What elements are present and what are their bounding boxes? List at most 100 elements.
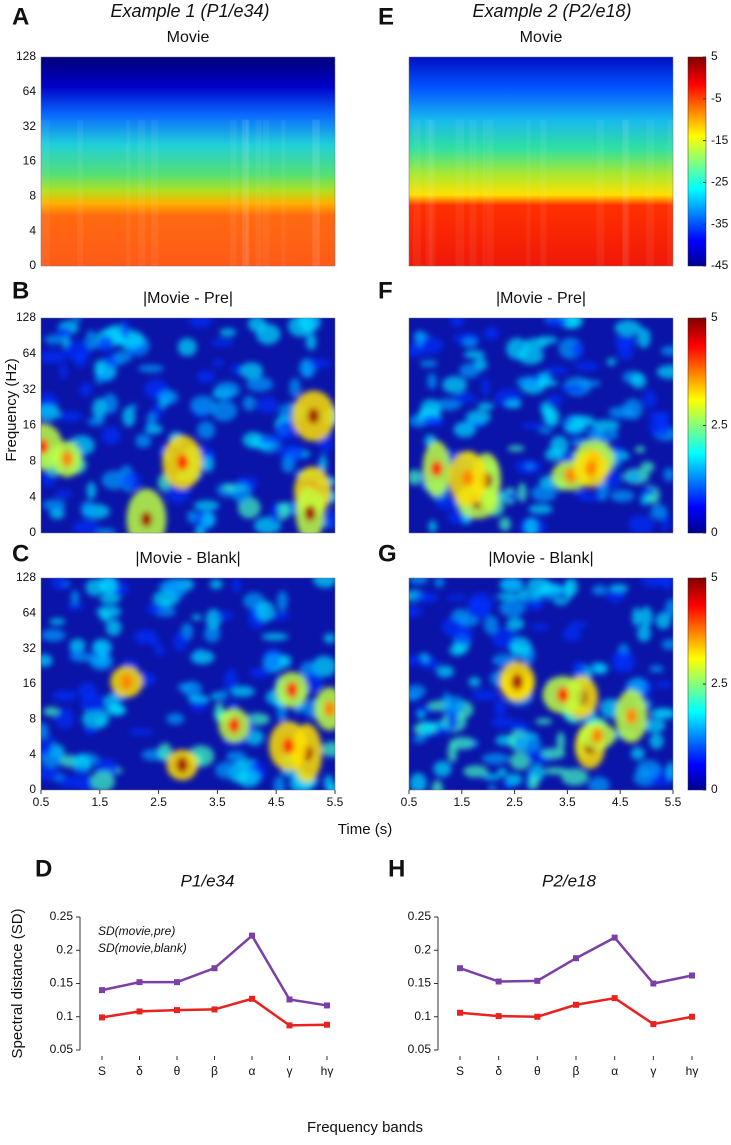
heatmap-blob [409,605,423,618]
heatmap-blob [649,733,664,750]
heatmap-blob [215,761,238,779]
heatmap-blob [531,624,550,631]
y-tick-label: 0.1 [414,1009,431,1023]
heatmap-blob [594,663,609,675]
heatmap-blob [496,592,521,601]
heatmap-blob [94,360,103,376]
heatmap-blob [509,752,531,770]
y-tick-label: 0.15 [50,976,74,990]
heatmap-blob [483,326,500,340]
heatmap [41,57,335,266]
heatmap-texture [246,119,250,266]
data-point [573,1001,579,1008]
heatmap-blob [434,578,445,588]
heatmap-blob [573,361,600,371]
heatmap-blob [413,331,429,341]
heatmap-blob [665,598,673,617]
heatmap-blob [471,689,499,701]
heatmap-blob [69,638,86,653]
heatmap-blob [169,578,187,599]
heatmap-blob [505,492,518,501]
data-point [457,1009,463,1016]
data-point [650,980,657,987]
y-tick-label: 16 [23,418,37,432]
heatmap-blob [41,350,67,364]
heatmap-blob [414,592,439,603]
data-point [174,979,180,986]
colorbar-tick-label: -35 [711,216,729,230]
heatmap-blob [41,472,56,487]
heatmap-blob [609,584,629,593]
heatmap-blob [453,421,476,438]
heatmap-blob [58,776,83,789]
x-tick-label: θ [174,1064,181,1078]
y-tick-label: 4 [29,223,36,237]
x-tick-label: β [211,1064,218,1078]
heatmap-blob [584,460,597,477]
heatmap-blob [547,394,563,406]
heatmap-blob [99,593,121,605]
heatmap-blob [126,488,167,533]
y-tick-label: 64 [23,346,37,360]
heatmap-blobs [409,578,673,790]
heatmap-blob [568,621,588,629]
heatmap-blob [318,455,328,474]
colorbar-tick-label: 0 [711,782,718,796]
heatmap-blob [513,735,542,753]
colorbar-tick-label: 5 [711,310,718,324]
data-point [495,1013,502,1020]
heatmap-blob [436,665,454,678]
heatmap-blob [422,415,442,426]
heatmap-texture [41,119,50,266]
column-title: Example 2 (P2/e18) [472,1,631,21]
heatmap-blobs [41,578,335,790]
legend-label: SD(movie,blank) [98,941,187,955]
heatmap-blob [55,707,75,729]
heatmap-texture [151,119,159,266]
heatmap-blob [640,494,650,506]
heatmap-texture [255,119,262,266]
heatmap-blob [544,448,563,462]
heatmap-blob [45,736,56,746]
heatmap-blob [461,470,474,487]
heatmap-blob [90,770,115,790]
heatmap [41,318,335,533]
heatmap-blob [41,766,61,781]
heatmap-texture [412,119,421,266]
data-point [136,1008,143,1015]
chart-title: P1/e34 [181,871,235,890]
heatmap-blob [623,398,643,420]
heatmap-blob [228,717,241,734]
heatmap-blob [517,588,531,602]
heatmap-blob [504,399,522,409]
heatmap-blob [214,381,241,398]
heatmap-blob [419,360,438,368]
heatmap-blob [176,454,189,471]
heatmap-blob [216,610,234,620]
heatmap-blob [323,775,334,790]
heatmap-blob [536,379,559,387]
colorbar-tick-label: 2.5 [711,676,728,690]
heatmap-blob [636,759,662,779]
heatmap-blob [166,713,185,725]
colorbar-tick-label: 0 [711,525,718,539]
x-tick-label: α [611,1064,618,1078]
panel-title: |Movie - Pre| [496,290,586,307]
heatmap-blob [86,481,96,500]
data-point [99,1014,105,1021]
heatmap-blob [146,412,157,429]
data-point [174,1007,180,1014]
heatmap-blob [628,514,655,533]
heatmap-blob [597,479,609,501]
heatmap-blob [56,326,72,339]
data-point [99,987,105,994]
heatmap-texture [242,119,248,266]
heatmap-texture [126,119,131,266]
heatmap-blob [654,681,673,688]
heatmap-blob [632,607,641,627]
heatmap-blob [611,650,627,673]
heatmap-blob [137,364,164,373]
colorbar-tick-label: -5 [711,91,722,105]
heatmap-blob [161,599,171,606]
heatmap-blob [517,482,527,503]
